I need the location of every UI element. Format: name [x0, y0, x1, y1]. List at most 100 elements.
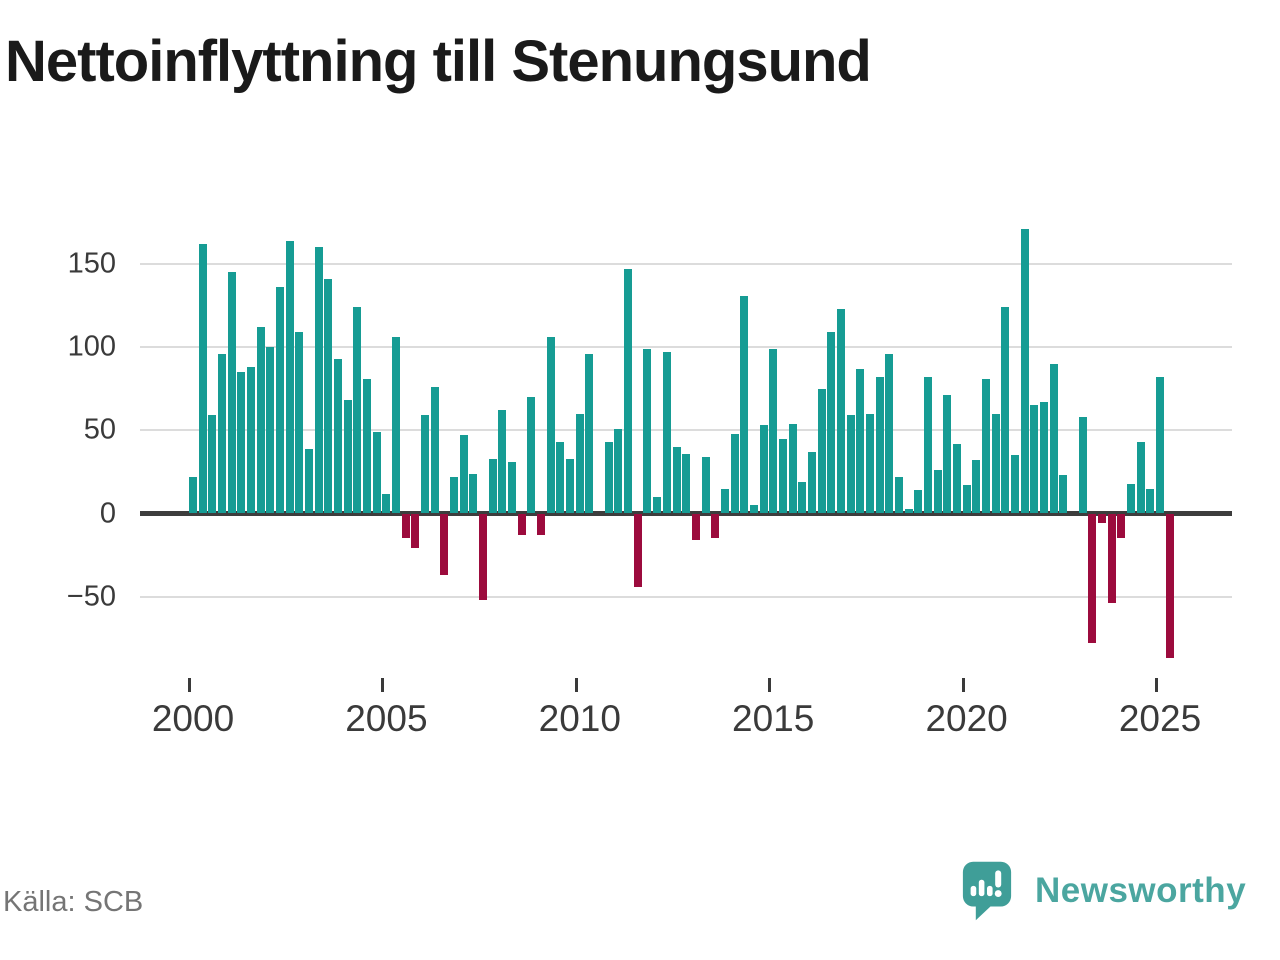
bar-q41 [585, 353, 594, 514]
bar-q88 [1039, 402, 1048, 514]
bar-q71 [875, 377, 884, 514]
bar-q23 [411, 513, 420, 549]
x-axis-label-2005: 2005 [345, 698, 428, 739]
bar-q9 [276, 287, 285, 514]
bar-q11 [295, 332, 304, 514]
bar-q18 [363, 378, 372, 514]
x-axis-label-2000: 2000 [151, 698, 235, 739]
bar-q98 [1136, 441, 1145, 514]
bar-q26 [440, 513, 449, 576]
bar-q65 [817, 388, 826, 514]
newsworthy-logo: Newsworthy [961, 860, 1246, 922]
bar-q84 [1001, 307, 1010, 514]
bar-q15 [334, 358, 343, 514]
bar-q36 [537, 513, 546, 536]
bar-q67 [836, 308, 845, 514]
bar-q28 [459, 435, 468, 514]
bar-q79 [952, 443, 961, 514]
bar-q6 [247, 367, 256, 514]
source-note: Källa: SCB [3, 886, 144, 918]
bar-q39 [566, 458, 575, 514]
gridline-y-150 [140, 262, 1232, 265]
bar-q72 [885, 353, 894, 514]
x-axis-tick-2000 [188, 678, 191, 692]
bar-q81 [972, 460, 981, 514]
gridline-y--50 [140, 595, 1232, 598]
bar-q90 [1059, 475, 1068, 514]
bar-q32 [498, 410, 507, 514]
bar-q38 [556, 441, 565, 514]
gridline-y-50 [140, 429, 1232, 432]
bar-q27 [450, 476, 459, 514]
chart-title: Nettoinflyttning till Stenungsund [5, 29, 872, 94]
bar-q25 [430, 387, 439, 514]
bar-q58 [749, 505, 758, 514]
bar-q99 [1146, 488, 1155, 514]
bar-q21 [392, 337, 401, 514]
bar-q76 [923, 377, 932, 514]
bar-q93 [1088, 513, 1097, 644]
bar-q14 [324, 278, 333, 514]
bar-q0 [189, 476, 197, 514]
bar-q95 [1107, 513, 1116, 604]
bar-q62 [788, 423, 797, 514]
bar-q63 [798, 481, 807, 514]
bar-q53 [701, 456, 710, 514]
bar-q66 [827, 332, 836, 514]
bar-q48 [653, 496, 662, 514]
bar-q75 [914, 490, 923, 514]
bar-q54 [711, 513, 720, 539]
bar-q77 [933, 470, 942, 514]
bar-q37 [546, 337, 555, 514]
bar-q64 [807, 451, 816, 514]
bar-q8 [266, 347, 275, 514]
bar-q47 [643, 348, 652, 514]
bar-q19 [372, 431, 381, 514]
bar-q7 [256, 327, 265, 514]
bar-q73 [894, 476, 903, 514]
bar-q82 [981, 378, 990, 514]
x-axis-label-2025: 2025 [1118, 698, 1202, 739]
bar-q49 [662, 352, 671, 514]
bar-q29 [469, 473, 478, 514]
bar-q31 [488, 458, 497, 514]
x-axis-label-2010: 2010 [538, 698, 621, 739]
x-axis-tick-2010 [574, 678, 578, 692]
bar-q69 [856, 368, 865, 514]
gridline-y-100 [140, 346, 1232, 349]
bar-q52 [691, 513, 700, 541]
bar-q87 [1030, 405, 1039, 514]
bar-q68 [846, 415, 855, 514]
bar-q3 [218, 353, 226, 514]
y-axis-label-0: 0 [99, 497, 116, 529]
bar-q51 [682, 453, 691, 514]
bar-q45 [624, 268, 633, 514]
bar-q57 [740, 295, 749, 514]
x-axis-tick-2015 [768, 678, 772, 692]
bar-q5 [237, 372, 246, 514]
newsworthy-wordmark: Newsworthy [1035, 871, 1247, 910]
bar-q2 [208, 415, 217, 514]
bar-q55 [720, 488, 729, 514]
bar-q94 [1097, 513, 1106, 524]
x-axis-tick-2025 [1155, 678, 1158, 692]
bar-q16 [343, 400, 352, 514]
bar-q92 [1078, 416, 1087, 514]
y-axis-label--50: −50 [66, 580, 116, 613]
bar-q33 [508, 461, 517, 514]
bar-q50 [672, 446, 681, 514]
x-axis-label-2015: 2015 [732, 698, 815, 739]
bar-q12 [305, 448, 314, 514]
bar-q78 [943, 395, 952, 514]
bar-q101 [1165, 513, 1174, 659]
bar-q86 [1020, 228, 1029, 514]
bar-q83 [991, 413, 1000, 514]
bar-q59 [759, 425, 768, 514]
bar-q60 [769, 348, 778, 514]
y-axis-label-50: 50 [83, 413, 116, 446]
zero-axis-line [140, 511, 1232, 516]
x-axis-tick-2005 [381, 678, 385, 692]
y-axis-label-150: 150 [67, 247, 116, 280]
bar-q80 [962, 485, 971, 514]
